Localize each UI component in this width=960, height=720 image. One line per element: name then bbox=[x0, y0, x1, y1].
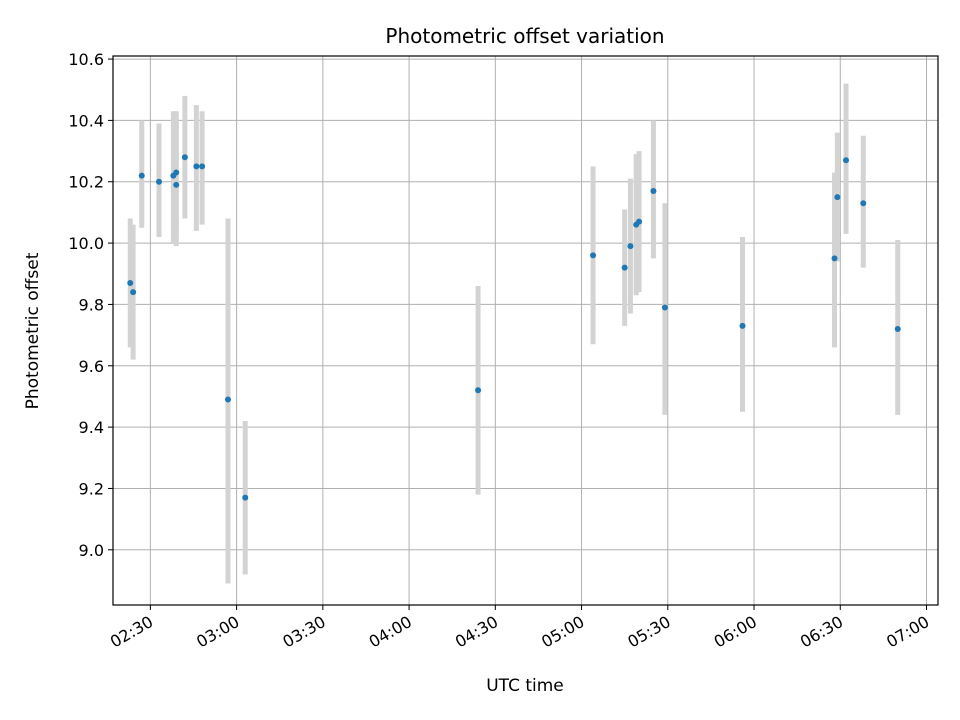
chart-title: Photometric offset variation bbox=[385, 24, 664, 48]
y-tick-label: 10.6 bbox=[68, 50, 104, 69]
data-point bbox=[155, 178, 162, 185]
data-point bbox=[894, 325, 901, 332]
data-point bbox=[242, 494, 249, 501]
y-axis-ticks: 9.0 9.2 9.4 9.6 9.8 10.0 10.2 10.4 10.6 bbox=[68, 50, 113, 560]
data-point bbox=[627, 243, 634, 250]
data-point bbox=[130, 289, 137, 296]
data-point bbox=[199, 163, 206, 170]
data-point bbox=[181, 154, 188, 161]
data-point bbox=[739, 322, 746, 329]
y-tick-label: 9.4 bbox=[79, 418, 104, 437]
y-tick-label: 10.4 bbox=[68, 111, 104, 130]
y-tick-label: 9.2 bbox=[79, 479, 104, 498]
y-tick-label: 10.2 bbox=[68, 173, 104, 192]
data-point bbox=[831, 255, 838, 262]
data-point bbox=[661, 304, 668, 311]
data-point bbox=[860, 200, 867, 207]
data-point bbox=[138, 172, 145, 179]
data-point bbox=[843, 157, 850, 164]
data-point bbox=[650, 187, 657, 194]
data-point bbox=[636, 218, 643, 225]
plot-area-frame bbox=[112, 55, 939, 606]
y-axis-title: Photometric offset bbox=[23, 252, 43, 409]
data-point bbox=[590, 252, 597, 259]
data-point bbox=[621, 264, 628, 271]
data-point bbox=[127, 279, 134, 286]
data-point bbox=[834, 194, 841, 201]
y-tick-label: 10.0 bbox=[68, 234, 104, 253]
data-points bbox=[127, 154, 901, 501]
y-tick-label: 9.0 bbox=[79, 541, 104, 560]
data-point bbox=[193, 163, 200, 170]
data-point bbox=[475, 387, 482, 394]
data-point bbox=[173, 181, 180, 188]
grid-lines bbox=[113, 56, 938, 605]
x-axis-title: UTC time bbox=[486, 676, 564, 696]
y-tick-label: 9.6 bbox=[79, 357, 104, 376]
data-point bbox=[224, 396, 231, 403]
data-point bbox=[173, 169, 180, 176]
y-tick-label: 9.8 bbox=[79, 295, 104, 314]
